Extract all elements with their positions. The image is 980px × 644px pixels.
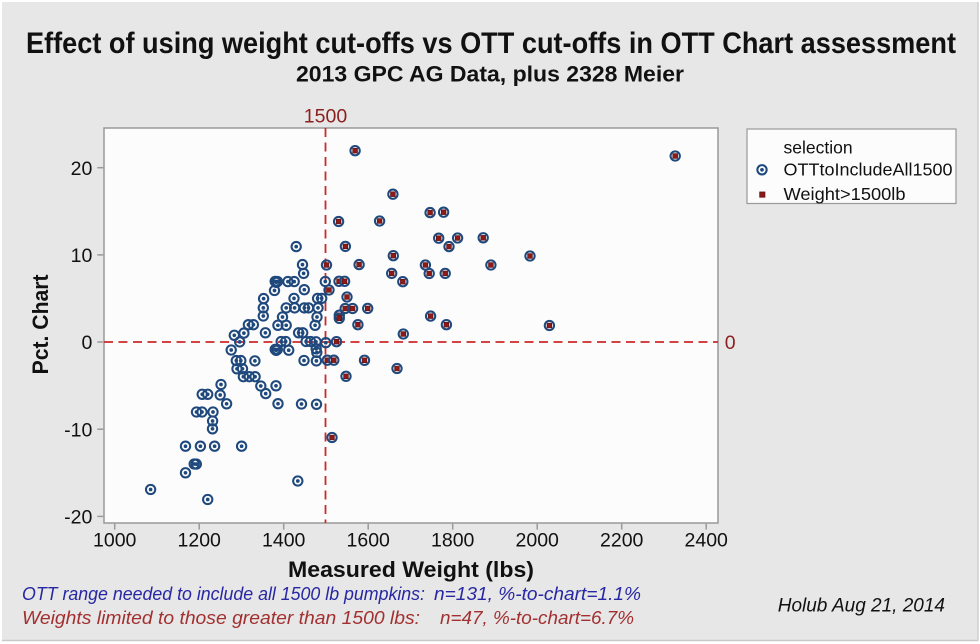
svg-text:Measured Weight (lbs): Measured Weight (lbs) (288, 557, 534, 582)
svg-text:1500: 1500 (304, 106, 348, 128)
svg-text:2200: 2200 (600, 529, 644, 551)
svg-text:-10: -10 (64, 419, 92, 441)
svg-text:2000: 2000 (516, 529, 560, 551)
svg-text:selection: selection (784, 138, 853, 158)
svg-text:Weight>1500lb: Weight>1500lb (784, 184, 906, 204)
svg-text:10: 10 (71, 245, 93, 267)
svg-text:Weights limited to those great: Weights limited to those greater than 15… (22, 608, 420, 628)
svg-text:0: 0 (81, 332, 92, 354)
svg-text:0: 0 (725, 332, 736, 354)
svg-text:1400: 1400 (262, 529, 306, 551)
svg-text:20: 20 (71, 158, 93, 180)
svg-text:2013 GPC AG Data, plus 2328 Me: 2013 GPC AG Data, plus 2328 Meier (296, 62, 684, 87)
svg-text:1800: 1800 (431, 529, 475, 551)
svg-text:n=131, %-to-chart=1.1%: n=131, %-to-chart=1.1% (434, 584, 641, 604)
svg-text:1600: 1600 (347, 529, 391, 551)
svg-text:-20: -20 (64, 507, 92, 529)
svg-text:Effect of using weight cut-off: Effect of using weight cut-offs vs OTT c… (26, 27, 956, 60)
svg-text:n=47, %-to-chart=6.7%: n=47, %-to-chart=6.7% (440, 608, 634, 628)
svg-text:1200: 1200 (178, 529, 222, 551)
svg-text:1000: 1000 (93, 529, 137, 551)
svg-text:OTT range needed to include al: OTT range needed to include all 1500 lb … (22, 584, 425, 604)
svg-text:2400: 2400 (685, 529, 729, 551)
svg-text:OTTtoIncludeAll1500: OTTtoIncludeAll1500 (784, 160, 953, 180)
svg-text:Pct. Chart: Pct. Chart (28, 274, 53, 375)
svg-text:Holub Aug 21, 2014: Holub Aug 21, 2014 (778, 596, 945, 617)
